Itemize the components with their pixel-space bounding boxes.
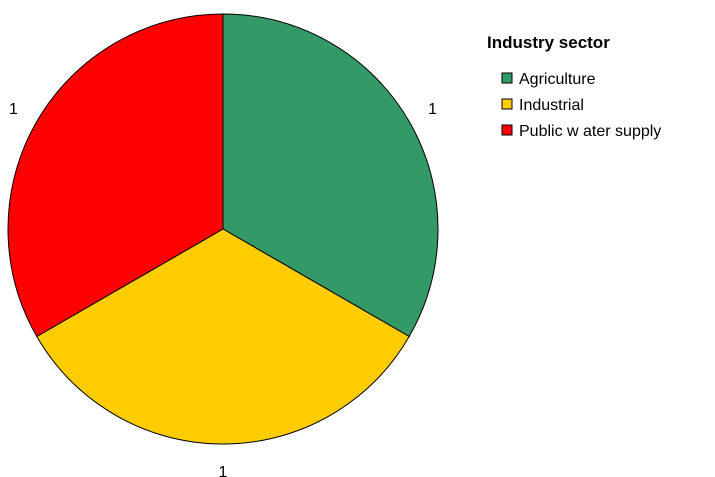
pie-slices [7,13,439,445]
legend-swatch [501,124,513,136]
legend-swatch [501,72,513,84]
legend-title: Industry sector [487,33,610,52]
pie-data-labels: 1 1 1 [9,101,437,477]
legend-items: Agriculture Industrial Public w ater suppl… [501,71,661,140]
legend-entry-label: Public w ater supply [519,123,661,140]
legend-entry-label: Industrial [519,97,584,114]
pie-data-label: 1 [9,101,18,118]
pie-slice-industrial [36,228,410,445]
legend-entry-label: Agriculture [519,71,596,88]
legend: Industry sector Agriculture Industrial Pub… [487,33,661,140]
pie-data-label: 1 [428,101,437,118]
pie-slice-public-w-ater-supply [7,13,224,338]
pie-slice-agriculture [222,13,439,338]
legend-swatch [501,98,513,110]
pie-data-label: 1 [219,464,228,477]
